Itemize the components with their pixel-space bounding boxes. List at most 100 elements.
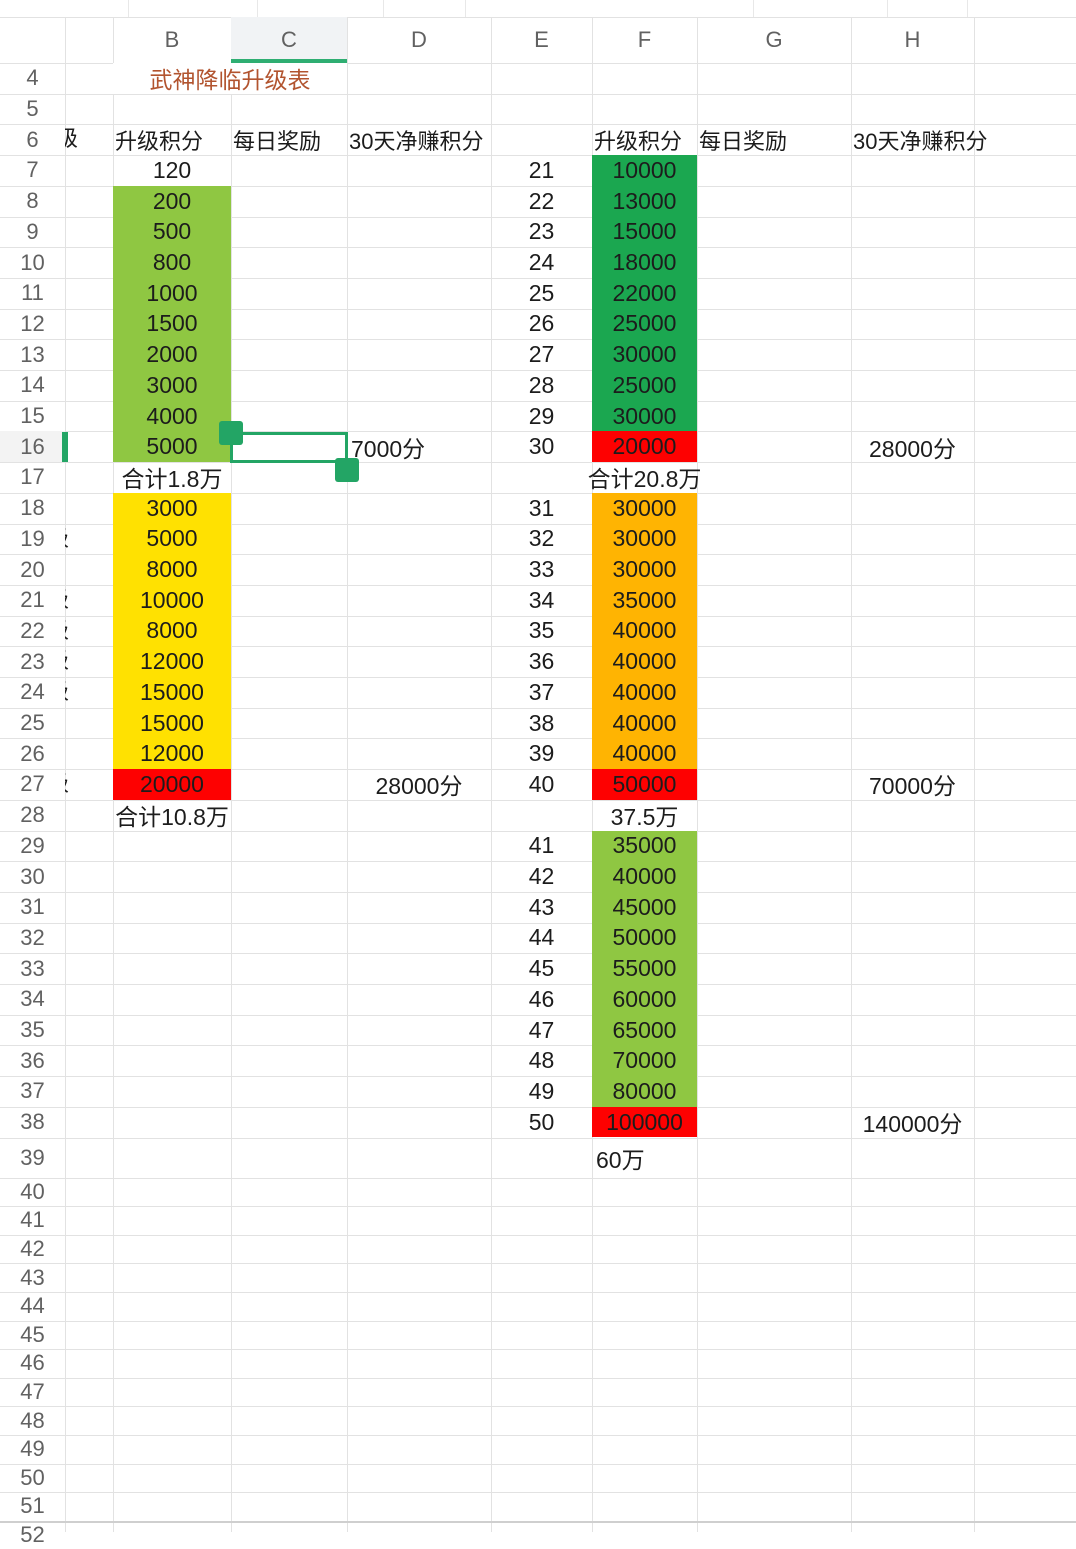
cell-F14[interactable]: 25000 — [612, 371, 677, 398]
row-header-23[interactable]: 23 — [20, 648, 45, 674]
cell-F10[interactable]: 18000 — [612, 249, 677, 276]
cell-F18[interactable]: 30000 — [612, 494, 677, 521]
cell-F31[interactable]: 45000 — [612, 893, 677, 920]
cell-F12[interactable]: 25000 — [612, 310, 677, 337]
row-header-19[interactable]: 19 — [20, 525, 45, 551]
column-header-H[interactable]: H — [904, 27, 921, 52]
cell-E12[interactable]: 26 — [528, 310, 555, 337]
cell-E30[interactable]: 42 — [528, 863, 555, 890]
cell-E36[interactable]: 48 — [528, 1047, 555, 1074]
cell-F27[interactable]: 50000 — [612, 770, 677, 797]
cell-B18[interactable]: 3000 — [146, 494, 198, 521]
cell-F25[interactable]: 40000 — [612, 709, 677, 736]
cell-F15[interactable]: 30000 — [612, 402, 677, 429]
cell-E34[interactable]: 46 — [528, 985, 555, 1012]
cell-H16[interactable]: 28000分 — [869, 435, 956, 462]
cell-E7[interactable]: 21 — [528, 156, 555, 183]
cell-B25[interactable]: 15000 — [140, 709, 204, 736]
cell-E15[interactable]: 29 — [528, 402, 555, 429]
cell-F39[interactable]: 60万 — [596, 1146, 645, 1173]
cell-E11[interactable]: 25 — [528, 279, 555, 306]
cell-D6[interactable]: 30天净赚积分 — [349, 128, 484, 154]
cell-E10[interactable]: 24 — [528, 249, 555, 276]
column-header-F[interactable]: F — [637, 27, 652, 52]
row-header-51[interactable]: 51 — [20, 1493, 45, 1519]
cell-E38[interactable]: 50 — [528, 1108, 555, 1135]
cell-B28[interactable]: 合计10.8万 — [115, 804, 229, 831]
cell-E19[interactable]: 32 — [528, 525, 555, 552]
row-header-45[interactable]: 45 — [20, 1321, 45, 1347]
cell-H6[interactable]: 30天净赚积分 — [853, 128, 988, 154]
row-header-18[interactable]: 18 — [20, 495, 45, 521]
cell-E9[interactable]: 23 — [528, 218, 555, 245]
row-header-27[interactable]: 27 — [20, 771, 45, 797]
cell-F37[interactable]: 80000 — [612, 1077, 677, 1104]
row-header-42[interactable]: 42 — [20, 1235, 45, 1261]
cell-F17[interactable]: 合计20.8万 — [587, 466, 702, 493]
cell-F6[interactable]: 升级积分 — [594, 128, 683, 154]
cell-E18[interactable]: 31 — [528, 494, 555, 521]
cell-H27[interactable]: 70000分 — [869, 773, 956, 800]
row-header-13[interactable]: 13 — [20, 341, 45, 367]
row-header-4[interactable]: 4 — [26, 65, 39, 91]
cell-B6[interactable]: 升级积分 — [115, 128, 204, 154]
row-header-40[interactable]: 40 — [20, 1178, 45, 1204]
cell-B9[interactable]: 500 — [152, 218, 192, 245]
row-header-20[interactable]: 20 — [20, 556, 45, 582]
cell-E8[interactable]: 22 — [528, 187, 555, 214]
row-header-41[interactable]: 41 — [20, 1207, 45, 1233]
row-header-39[interactable]: 39 — [20, 1144, 45, 1170]
cell-B13[interactable]: 2000 — [146, 341, 198, 368]
row-header-49[interactable]: 49 — [20, 1436, 45, 1462]
cell-B17[interactable]: 合计1.8万 — [121, 466, 223, 493]
cell-F29[interactable]: 35000 — [612, 832, 677, 859]
cell-E23[interactable]: 36 — [528, 648, 555, 675]
row-header-44[interactable]: 44 — [20, 1293, 45, 1319]
cell-B11[interactable]: 1000 — [146, 279, 198, 306]
cell-E14[interactable]: 28 — [528, 371, 555, 398]
row-header-33[interactable]: 33 — [20, 955, 45, 981]
cell-B14[interactable]: 3000 — [146, 371, 198, 398]
cell-E22[interactable]: 35 — [528, 617, 555, 644]
cell-E20[interactable]: 33 — [528, 556, 555, 583]
row-header-32[interactable]: 32 — [20, 924, 45, 950]
cell-F21[interactable]: 35000 — [612, 586, 677, 613]
cell-E35[interactable]: 47 — [528, 1016, 555, 1043]
row-header-36[interactable]: 36 — [20, 1047, 45, 1073]
row-header-9[interactable]: 9 — [26, 218, 39, 244]
row-header-15[interactable]: 15 — [20, 403, 45, 429]
row-header-52[interactable]: 52 — [20, 1521, 45, 1547]
row-header-7[interactable]: 7 — [26, 157, 39, 183]
row-header-38[interactable]: 38 — [20, 1109, 45, 1135]
cell-F16[interactable]: 20000 — [612, 433, 677, 460]
row-header-30[interactable]: 30 — [20, 863, 45, 889]
cell-H38[interactable]: 140000分 — [862, 1111, 963, 1138]
cell-F38[interactable]: 100000 — [606, 1108, 683, 1135]
cell-F35[interactable]: 65000 — [612, 1016, 677, 1043]
cell-E13[interactable]: 27 — [528, 341, 555, 368]
row-header-25[interactable]: 25 — [20, 710, 45, 736]
cell-F8[interactable]: 13000 — [612, 187, 677, 214]
row-header-22[interactable]: 22 — [20, 617, 45, 643]
cell-G6[interactable]: 每日奖励 — [699, 128, 788, 154]
cell-B19[interactable]: 5000 — [146, 525, 198, 552]
cell-A6[interactable]: 级 — [65, 124, 113, 155]
cell-E25[interactable]: 38 — [528, 709, 555, 736]
cell-F30[interactable]: 40000 — [612, 863, 677, 890]
row-header-17[interactable]: 17 — [20, 464, 45, 490]
row-header-5[interactable]: 5 — [26, 96, 39, 122]
cell-E27[interactable]: 40 — [528, 770, 555, 797]
column-header-D[interactable]: D — [411, 27, 427, 52]
row-header-11[interactable]: 11 — [21, 280, 44, 306]
cell-B15[interactable]: 4000 — [146, 402, 198, 429]
cell-E26[interactable]: 39 — [528, 740, 555, 767]
cell-D16[interactable]: 7000分 — [351, 435, 426, 462]
cell-C6[interactable]: 每日奖励 — [233, 128, 322, 154]
cell-B12[interactable]: 1500 — [146, 310, 198, 337]
cell-F36[interactable]: 70000 — [612, 1047, 677, 1074]
row-header-12[interactable]: 12 — [20, 310, 45, 336]
column-header-E[interactable]: E — [534, 27, 549, 52]
row-header-6[interactable]: 6 — [26, 126, 39, 152]
cell-F19[interactable]: 30000 — [612, 525, 677, 552]
selection-fill-handle-bottom-right[interactable] — [335, 458, 359, 482]
